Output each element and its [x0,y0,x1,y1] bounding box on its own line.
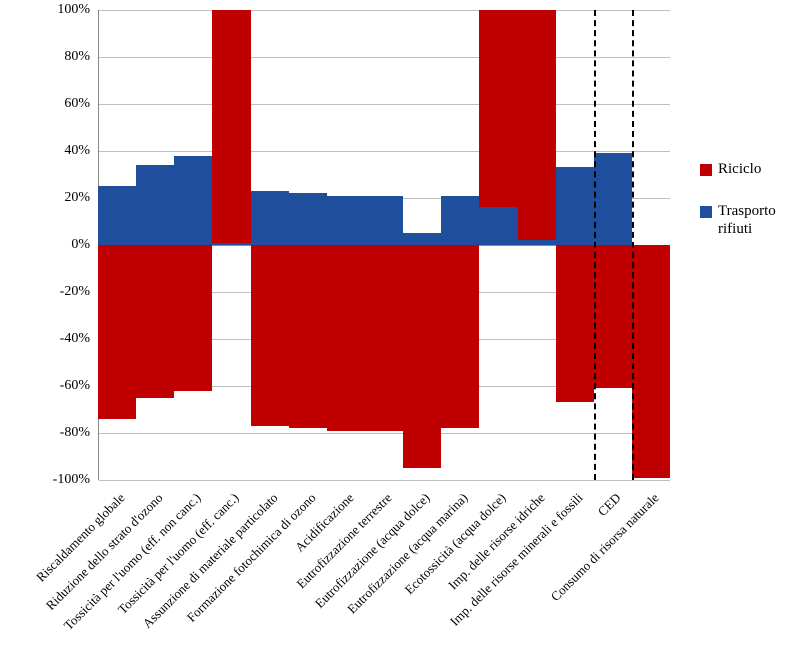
bar-riciclo-neg [403,245,441,468]
ytick-label: 80% [45,49,90,65]
bar-trasporto [251,191,289,245]
bar-riciclo-neg [289,245,327,428]
bar-trasporto [441,196,479,245]
legend-item: Trasporto rifiuti [700,202,798,238]
bar-trasporto [212,243,250,245]
bar-slot [327,10,365,480]
bar-slot [251,10,289,480]
bar-riciclo-neg [556,245,594,402]
legend-swatch-trasporto [700,206,712,218]
bar-trasporto [594,153,632,245]
ytick-label: -100% [45,472,90,488]
bar-trasporto [556,167,594,245]
bar-slot [594,10,632,480]
legend-label: Riciclo [718,160,761,178]
bar-riciclo-neg [632,245,670,478]
bar-trasporto [174,156,212,245]
bar-riciclo-neg [174,245,212,391]
xtick-label: CED [594,490,624,520]
bar-riciclo-neg [251,245,289,426]
legend-swatch-riciclo [700,164,712,176]
bar-trasporto [136,165,174,245]
bar-slot [403,10,441,480]
bar-slot [289,10,327,480]
chart-container: -100%-80%-60%-40%-20%0%20%40%60%80%100% [50,10,670,480]
legend-label: Trasporto rifiuti [718,202,798,238]
bar-riciclo-pos [479,10,517,207]
bar-slot [479,10,517,480]
bar-slot [174,10,212,480]
bar-trasporto [98,186,136,245]
ytick-label: -80% [45,425,90,441]
bar-slot [136,10,174,480]
bars-row [98,10,670,480]
bar-slot [98,10,136,480]
bar-slot [212,10,250,480]
section-divider [632,10,634,480]
bar-slot [365,10,403,480]
ytick-label: 100% [45,2,90,18]
ytick-label: -20% [45,284,90,300]
bar-slot [632,10,670,480]
bar-slot [518,10,556,480]
ytick-label: 60% [45,96,90,112]
bar-riciclo-neg [136,245,174,398]
bar-riciclo-pos [212,10,250,243]
bar-riciclo-neg [441,245,479,428]
ytick-label: 0% [45,237,90,253]
ytick-label: -40% [45,331,90,347]
gridline [99,480,670,481]
bar-slot [556,10,594,480]
bar-trasporto [518,240,556,245]
ytick-label: -60% [45,378,90,394]
section-divider [594,10,596,480]
legend-item: Riciclo [700,160,798,178]
bar-trasporto [403,233,441,245]
bar-riciclo-neg [365,245,403,431]
bar-trasporto [479,207,517,245]
bar-trasporto [327,196,365,245]
ytick-label: 40% [45,143,90,159]
bar-riciclo-neg [594,245,632,388]
bar-trasporto [365,196,403,245]
bar-slot [441,10,479,480]
legend: Riciclo Trasporto rifiuti [700,160,798,262]
bar-riciclo-neg [98,245,136,419]
bar-riciclo-neg [327,245,365,431]
ytick-label: 20% [45,190,90,206]
bar-trasporto [289,193,327,245]
bar-riciclo-pos [518,10,556,240]
